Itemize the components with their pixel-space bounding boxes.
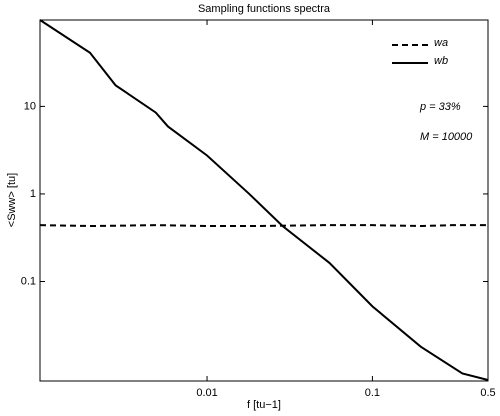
legend-label: wa <box>434 37 448 49</box>
x-tick-label: 0.5 <box>480 387 495 399</box>
y-tick-label: 0.1 <box>21 275 36 287</box>
x-axis-label: f [tu−1] <box>247 399 281 411</box>
chart-title: Sampling functions spectra <box>198 3 331 15</box>
x-tick-label: 0.1 <box>365 387 380 399</box>
legend-label: wb <box>434 55 448 67</box>
plot-frame <box>39 19 489 382</box>
series-line <box>39 224 488 228</box>
y-tick-label: 10 <box>24 100 36 112</box>
series-line <box>39 19 489 381</box>
annotation: M = 10000 <box>420 131 473 143</box>
y-axis-label: <Sww> [tu] <box>6 173 18 227</box>
y-tick-label: 1 <box>30 188 36 200</box>
annotation: p = 33% <box>419 101 461 113</box>
x-tick-label: 0.01 <box>196 387 217 399</box>
